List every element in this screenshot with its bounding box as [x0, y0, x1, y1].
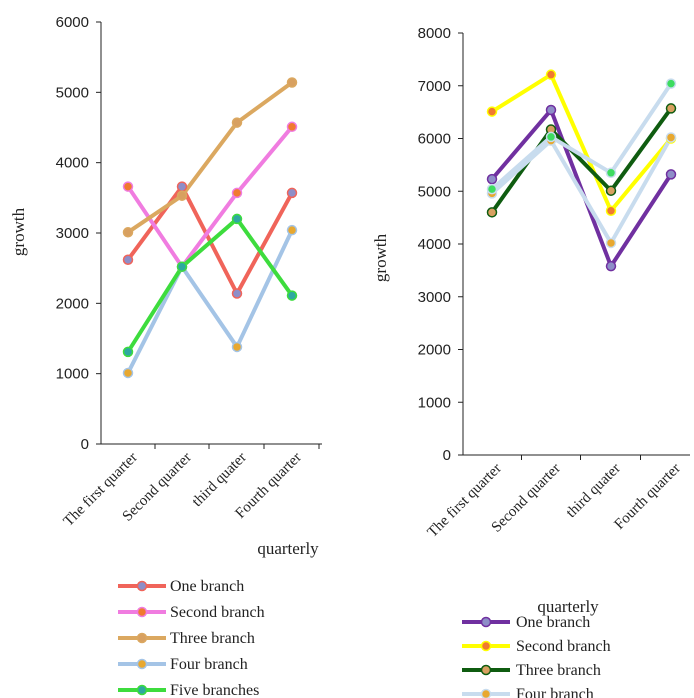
legend-label: Second branch	[516, 638, 611, 655]
data-point	[176, 190, 188, 201]
y-axis-label: growth	[9, 207, 28, 256]
data-point	[486, 173, 498, 185]
legend-marker	[480, 616, 492, 628]
data-point	[231, 117, 243, 128]
y-tick-label: 0	[81, 436, 89, 453]
legend-label: One branch	[516, 614, 590, 631]
data-point	[122, 367, 134, 379]
legend-marker	[136, 684, 148, 696]
legend-label: Four branch	[170, 656, 248, 673]
data-point	[605, 167, 617, 179]
y-tick-label: 0	[443, 447, 451, 464]
y-tick-label: 7000	[418, 78, 451, 95]
y-tick-label: 3000	[418, 289, 451, 306]
legend-label: Three branch	[516, 662, 601, 679]
data-point	[545, 69, 557, 80]
data-point	[605, 260, 617, 272]
series-line	[490, 72, 673, 213]
series-line	[126, 216, 294, 353]
legend-marker	[480, 688, 492, 698]
data-point	[286, 224, 298, 236]
x-tick-label: third quater	[563, 461, 624, 522]
legend-label: Second branch	[170, 604, 265, 621]
legend-label: Five branches	[170, 682, 259, 698]
data-point	[486, 183, 498, 195]
legend-marker	[136, 632, 148, 644]
data-point	[486, 207, 498, 218]
y-tick-label: 5000	[418, 183, 451, 200]
series-line	[490, 107, 673, 214]
data-point	[605, 205, 617, 217]
x-axis-label: quarterly	[537, 597, 599, 616]
legend-label: One branch	[170, 578, 244, 595]
legend-marker	[136, 580, 148, 592]
legend-label: Four branch	[516, 686, 594, 698]
series-line	[126, 125, 294, 269]
data-point	[605, 237, 617, 249]
data-point	[486, 106, 498, 117]
legend-marker	[480, 664, 492, 676]
data-point	[122, 254, 134, 265]
y-axis-label: growth	[371, 233, 390, 282]
y-tick-label: 4000	[418, 236, 451, 253]
data-point	[286, 290, 298, 301]
data-point	[286, 121, 298, 133]
data-point	[545, 104, 557, 116]
y-tick-label: 4000	[56, 155, 89, 172]
y-tick-label: 8000	[418, 25, 451, 42]
data-point	[665, 103, 677, 114]
series-line	[490, 82, 673, 191]
legend-marker	[136, 658, 148, 670]
data-point	[176, 181, 188, 192]
data-point	[176, 261, 188, 273]
series-line	[126, 229, 294, 374]
x-axis-label: quarterly	[257, 539, 319, 558]
series-line	[126, 80, 294, 234]
data-point	[231, 288, 243, 299]
data-point	[231, 187, 243, 199]
data-point	[545, 131, 557, 143]
y-tick-label: 3000	[56, 225, 89, 242]
y-tick-label: 5000	[56, 84, 89, 101]
y-tick-label: 1000	[56, 366, 89, 383]
y-tick-label: 6000	[418, 131, 451, 148]
data-point	[605, 185, 617, 196]
y-tick-label: 2000	[56, 295, 89, 312]
y-tick-label: 2000	[418, 342, 451, 359]
data-point	[286, 187, 298, 199]
legend-marker	[136, 606, 148, 618]
data-point	[231, 213, 243, 225]
data-point	[122, 346, 134, 358]
y-tick-label: 6000	[56, 14, 89, 31]
data-point	[231, 341, 243, 353]
data-point	[286, 77, 298, 88]
legend-marker	[480, 640, 492, 652]
y-tick-label: 1000	[418, 394, 451, 411]
data-point	[665, 78, 677, 89]
data-point	[665, 132, 677, 143]
data-point	[122, 227, 134, 238]
data-point	[122, 181, 134, 192]
data-point	[665, 169, 677, 180]
legend-label: Three branch	[170, 630, 255, 647]
series-line	[490, 136, 673, 245]
